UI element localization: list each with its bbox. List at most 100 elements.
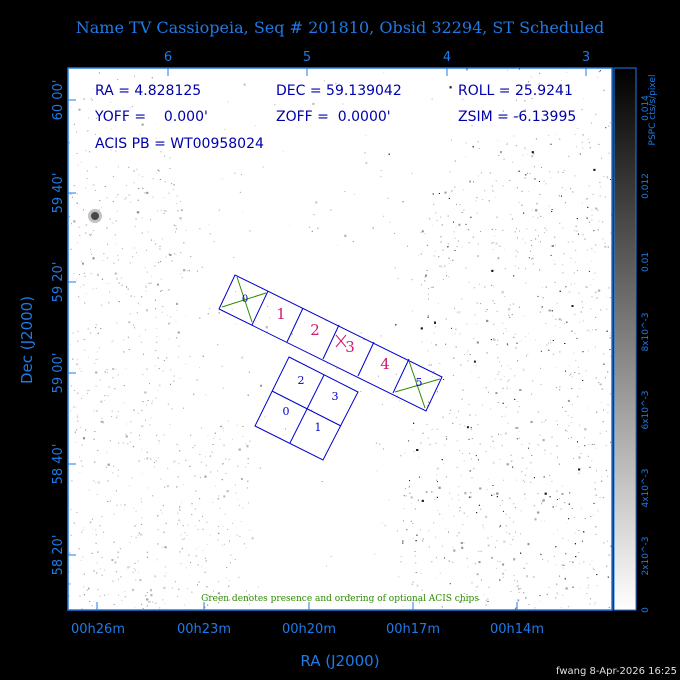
speckle-dot <box>582 307 584 308</box>
speckle-dot <box>95 371 98 374</box>
speckle-dot <box>461 298 463 300</box>
speckle-dot <box>198 520 200 522</box>
speckle-dot <box>453 515 455 517</box>
speckle-dot <box>90 235 92 237</box>
speckle-dot <box>420 572 422 574</box>
speckle-dot <box>202 528 204 530</box>
speckle-dot <box>449 412 451 414</box>
speckle-dot <box>532 216 534 218</box>
speckle-dot <box>419 529 421 531</box>
speckle-dot <box>245 466 247 468</box>
speckle-dot <box>535 229 537 231</box>
speckle-dot <box>87 327 90 330</box>
speckle-dot <box>537 410 539 412</box>
speckle-dot <box>555 367 557 368</box>
speckle-dot <box>196 270 198 272</box>
speckle-dot <box>219 426 221 428</box>
speckle-dot <box>510 214 512 215</box>
speckle-dot <box>87 130 89 132</box>
speckle-dot <box>104 371 106 373</box>
speckle-dot <box>524 100 526 102</box>
speckle-dot <box>384 525 386 527</box>
speckle-dot <box>267 306 269 308</box>
speckle-dot <box>557 456 558 458</box>
speckle-dot <box>496 496 498 498</box>
speckle-dot <box>95 324 97 326</box>
speckle-dot <box>558 463 560 465</box>
speckle-dot <box>148 600 151 603</box>
speckle-dot <box>591 560 593 562</box>
top-tick-label: 6 <box>164 50 172 65</box>
block-chip-label: 2 <box>298 374 305 387</box>
speckle-dot <box>174 253 175 255</box>
speckle-dot <box>586 216 588 218</box>
speckle-dot <box>160 151 162 153</box>
speckle-dot <box>76 363 79 366</box>
speckle-dot <box>492 485 494 486</box>
speckle-dot <box>497 257 500 260</box>
speckle-dot <box>568 155 570 157</box>
speckle-dot <box>185 229 187 231</box>
speckle-dot <box>202 515 204 517</box>
speckle-dot <box>217 344 219 346</box>
speckle-dot <box>91 253 93 255</box>
speckle-dot <box>105 127 107 129</box>
speckle-dot <box>414 555 416 557</box>
speckle-dot <box>398 400 400 402</box>
colorbar-tick: 0.014 <box>641 95 651 121</box>
speckle-dot <box>502 322 504 324</box>
speckle-dot <box>578 373 580 374</box>
speckle-dot <box>176 443 178 445</box>
speckle-dot <box>531 258 533 260</box>
speckle-dot <box>177 523 178 525</box>
speckle-dot <box>397 530 398 532</box>
speckle-dot <box>158 170 160 172</box>
speckle-dot <box>403 508 405 509</box>
speckle-dot <box>89 601 91 602</box>
speckle-dot <box>421 499 424 502</box>
speckle-dot <box>584 518 586 519</box>
speckle-dot <box>503 332 504 334</box>
speckle-dot <box>506 343 508 345</box>
speckle-dot <box>441 266 443 268</box>
speckle-dot <box>139 438 141 440</box>
speckle-dot <box>79 274 80 275</box>
speckle-dot <box>476 212 478 214</box>
speckle-dot <box>505 569 507 571</box>
speckle-dot <box>115 220 117 222</box>
speckle-dot <box>505 513 507 515</box>
speckle-dot <box>478 550 480 552</box>
speckle-dot <box>264 416 266 418</box>
speckle-dot <box>565 189 567 190</box>
speckle-dot <box>225 458 227 460</box>
speckle-dot <box>388 499 390 501</box>
speckle-dot <box>585 370 587 372</box>
speckle-dot <box>525 597 527 599</box>
speckle-dot <box>245 443 247 445</box>
speckle-dot <box>514 608 516 610</box>
speckle-dot <box>556 583 558 585</box>
speckle-dot <box>459 204 461 206</box>
speckle-dot <box>436 496 438 498</box>
speckle-dot <box>476 197 478 199</box>
speckle-dot <box>452 374 454 376</box>
speckle-dot <box>177 331 180 334</box>
speckle-dot <box>428 401 430 403</box>
speckle-dot <box>462 99 464 100</box>
speckle-dot <box>492 338 494 340</box>
colorbar-tick: 0.012 <box>641 173 651 199</box>
speckle-dot <box>81 444 83 446</box>
speckle-dot <box>607 404 609 406</box>
speckle-dot <box>593 230 595 232</box>
speckle-dot <box>82 465 84 467</box>
speckle-dot <box>495 196 497 198</box>
speckle-dot <box>127 92 128 94</box>
speckle-dot <box>108 386 110 388</box>
speckle-dot <box>364 152 366 154</box>
speckle-dot <box>527 332 529 334</box>
speckle-dot <box>460 474 462 476</box>
speckle-dot <box>527 543 530 546</box>
speckle-dot <box>565 411 567 412</box>
speckle-dot <box>407 245 408 247</box>
speckle-dot <box>218 581 219 583</box>
